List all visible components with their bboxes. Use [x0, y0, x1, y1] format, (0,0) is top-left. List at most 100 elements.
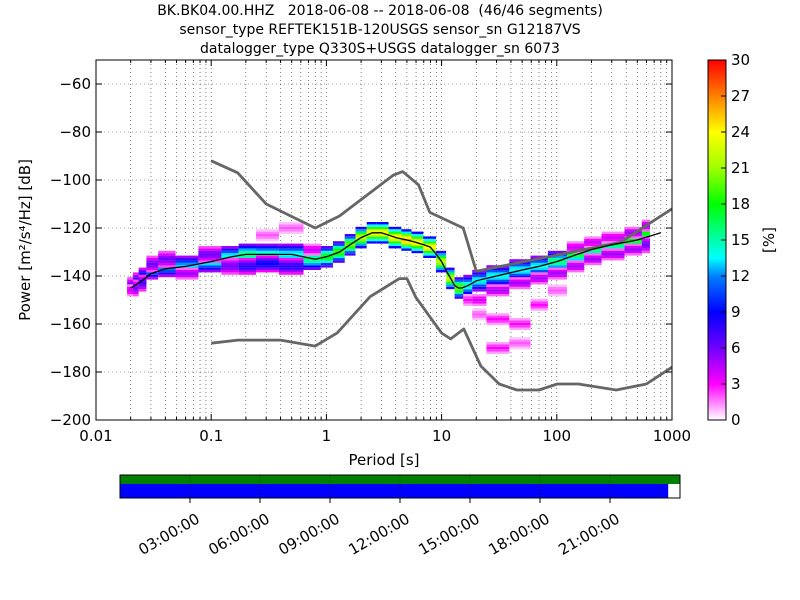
pdf-cell: [256, 243, 279, 246]
pdf-cell: [238, 250, 257, 254]
pdf-cell: [423, 243, 437, 246]
pdf-cell: [509, 346, 531, 350]
pdf-cell: [641, 231, 650, 234]
pdf-cell: [411, 243, 424, 246]
pdf-cell: [355, 243, 367, 246]
pdf-cell: [486, 294, 510, 297]
pdf-cell: [641, 250, 650, 254]
pdf-cell: [509, 279, 531, 282]
colorbar-tick-label: 12: [731, 267, 750, 285]
pdf-cell: [401, 229, 412, 232]
x-tick-label: 10: [432, 427, 451, 445]
pdf-cell: [355, 241, 367, 244]
pdf-cell: [238, 262, 257, 266]
pdf-cell: [158, 272, 176, 275]
pdf-cell: [530, 303, 548, 306]
timeline-tick-label: 12:00:00: [345, 510, 412, 559]
pdf-cell: [486, 291, 510, 294]
pdf-cell: [472, 296, 487, 299]
pdf-cell: [463, 296, 473, 299]
y-tick-label: −140: [50, 267, 91, 285]
pdf-cell: [158, 270, 176, 273]
chart-title: BK.BK04.00.HHZ 2018-06-08 -- 2018-06-08 …: [0, 2, 760, 59]
pdf-cell: [332, 248, 345, 251]
pdf-cell: [238, 246, 257, 249]
pdf-cell: [509, 264, 531, 267]
colorbar-ticks: 0 3 6 9 12 15 18 21 24 27 30: [721, 51, 750, 429]
pdf-cell: [509, 271, 531, 274]
pdf-cell: [463, 279, 473, 282]
pdf-cell: [486, 344, 510, 347]
pdf-cell: [486, 279, 510, 282]
pdf-cell: [472, 274, 487, 278]
pdf-cell: [463, 294, 473, 297]
coverage-bar: [120, 475, 680, 484]
pdf-cell: [486, 289, 510, 292]
data-coverage-timeline: 03:00:00 06:00:00 09:00:00 12:00:00 15:00:00…: [119, 474, 681, 559]
pdf-cell: [601, 250, 625, 254]
pdf-cell: [146, 267, 159, 270]
pdf-cell: [472, 284, 487, 287]
pdf-cell: [472, 272, 487, 275]
pdf-cell: [278, 262, 304, 266]
pdf-cell: [278, 270, 304, 273]
pdf-cell: [332, 253, 345, 256]
pdf-cell: [278, 260, 304, 263]
pdf-cell: [566, 262, 585, 266]
pdf-cell: [436, 258, 447, 261]
pdf-cell: [175, 258, 199, 261]
pdf-cell: [278, 255, 304, 258]
pdf-cell: [256, 250, 279, 254]
pdf-cell: [601, 248, 625, 251]
pdf-cell: [547, 262, 567, 266]
pdf-cell: [366, 238, 377, 242]
pdf-cell: [146, 277, 159, 280]
pdf-cell: [278, 231, 304, 234]
pdf-cell: [411, 236, 424, 239]
pdf-cell: [256, 267, 279, 270]
pdf-cell: [376, 241, 389, 244]
pdf-cell: [472, 289, 487, 292]
pdf-cell: [486, 318, 510, 321]
pdf-cell: [221, 270, 239, 273]
colorbar-label: [%]: [760, 227, 778, 253]
pdf-cell: [446, 272, 455, 275]
pdf-cell: [436, 255, 447, 258]
pdf-cell: [344, 238, 356, 242]
pdf-cell: [344, 250, 356, 254]
pdf-cell: [238, 265, 257, 268]
pdf-cell: [355, 234, 367, 237]
pdf-cell: [175, 267, 199, 270]
pdf-cell: [332, 258, 345, 261]
timeline-tick-label: 09:00:00: [275, 510, 342, 559]
pdf-cell: [547, 284, 567, 287]
pdf-cell: [320, 248, 333, 251]
pdf-cell: [238, 267, 257, 270]
pdf-cell: [376, 222, 389, 225]
pdf-cell: [376, 224, 389, 227]
pdf-cell: [332, 246, 345, 249]
noise-models: [210, 159, 672, 392]
pdf-cell: [366, 226, 377, 230]
pdf-cell: [436, 253, 447, 256]
pdf-cell: [584, 250, 602, 254]
pdf-cell: [198, 246, 222, 249]
pdf-cell: [624, 238, 642, 242]
pdf-cell: [198, 267, 222, 270]
pdf-cell: [278, 272, 304, 275]
colorbar-tick-label: 15: [731, 231, 750, 249]
pdf-cell: [472, 303, 487, 306]
pdf-cell: [472, 313, 487, 316]
pdf-cell: [486, 282, 510, 285]
pdf-cell: [566, 255, 585, 258]
pdf-cell: [446, 279, 455, 282]
pdf-cell: [278, 226, 304, 230]
pdf-cell: [641, 246, 650, 249]
pdf-cell: [601, 246, 625, 249]
pdf-cell: [509, 273, 531, 276]
pdf-cell: [584, 262, 602, 266]
x-axis: 0.01 0.1 1 10 100 1000: [79, 60, 691, 445]
timeline-tick-label: 03:00:00: [135, 510, 202, 559]
pdf-cell: [238, 272, 257, 275]
